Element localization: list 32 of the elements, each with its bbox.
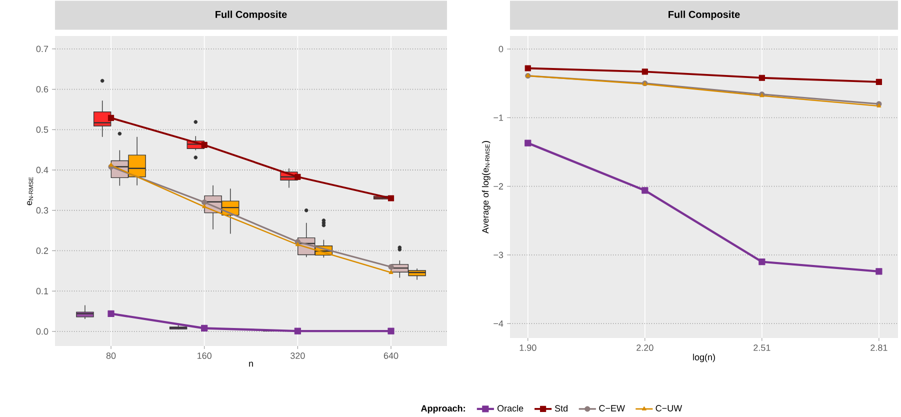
y-tick-label: −3 xyxy=(494,252,504,258)
y-tick-label: −2 xyxy=(494,183,504,190)
x-tick-label: 1.90 xyxy=(520,344,536,351)
y-tick-label: 0.6 xyxy=(36,86,48,92)
legend-label: C−EW xyxy=(599,405,625,412)
y-tick-label: 0.4 xyxy=(36,166,48,174)
legend-label: Oracle xyxy=(497,404,524,412)
x-tick-label: 640 xyxy=(384,352,398,359)
y-tick-label: 0.2 xyxy=(36,248,48,254)
x-tick-label: 80 xyxy=(106,352,116,359)
legend-title: Approach: xyxy=(421,404,465,414)
x-tick-label: 160 xyxy=(198,352,212,359)
legend-label: C−UW xyxy=(656,405,682,412)
y-tick-label: 0 xyxy=(498,46,504,52)
y-axis-title: e$_{N-RMSE}$ xyxy=(27,177,34,206)
chart-title: Full Composite xyxy=(216,10,287,20)
y-tick-label: −4 xyxy=(494,320,504,327)
y-tick-label: 0.0 xyxy=(36,328,48,335)
x-tick-label: 2.20 xyxy=(636,344,654,351)
x-axis-title: n xyxy=(249,362,253,367)
chart-title: Full Composite xyxy=(668,10,740,20)
x-tick-label: 2.81 xyxy=(870,344,888,351)
y-axis-title: Average of log(e$_{N-RMSE}$) xyxy=(482,141,490,234)
x-axis-title: log(n) xyxy=(693,354,715,362)
y-tick-label: 0.5 xyxy=(36,126,48,133)
y-tick-label: 0.3 xyxy=(36,207,48,214)
x-tick-label: 2.51 xyxy=(754,344,770,351)
legend-label: Std xyxy=(554,404,568,412)
y-tick-label: 0.7 xyxy=(36,46,48,52)
y-tick-label: 0.1 xyxy=(36,288,48,294)
y-tick-label: −1 xyxy=(494,114,504,121)
x-tick-label: 320 xyxy=(290,352,305,359)
